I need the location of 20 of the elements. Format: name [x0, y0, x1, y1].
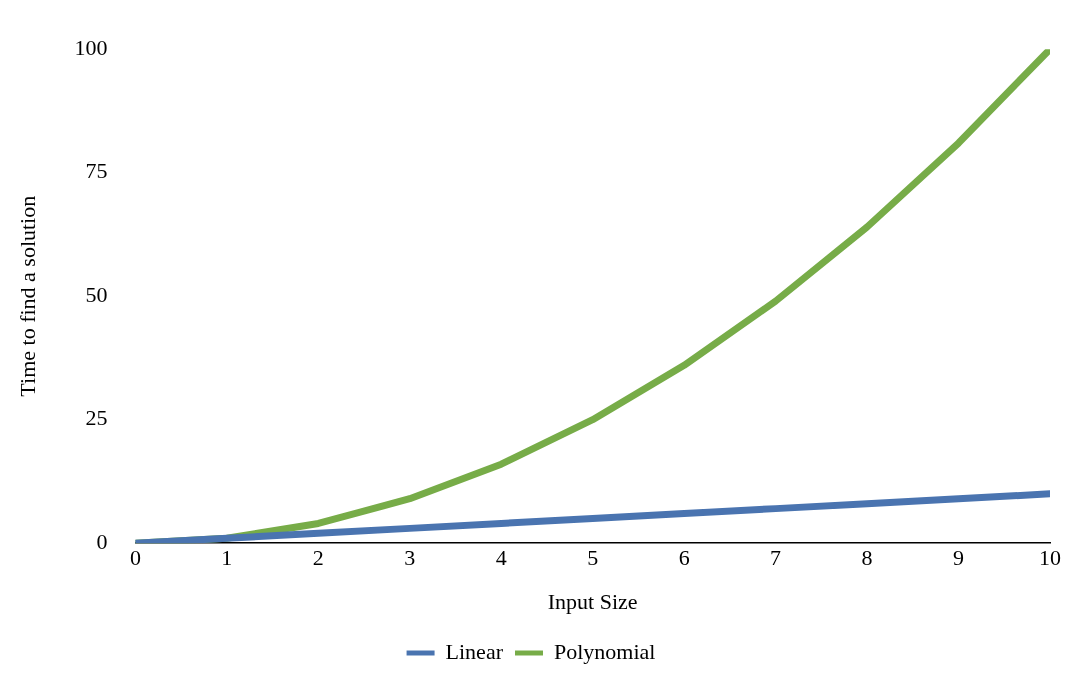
y-tick-label: 100 [74, 34, 108, 60]
x-tick-label: 2 [312, 545, 324, 571]
legend-label: Polynomial [553, 638, 656, 664]
y-tick-label: 25 [85, 405, 108, 431]
x-tick-label: 8 [861, 545, 873, 571]
legend-label: Linear [445, 638, 504, 664]
x-tick-label: 1 [221, 545, 233, 571]
x-tick-label: 3 [404, 545, 416, 571]
y-axis-title: Time to find a solution [14, 195, 40, 397]
x-tick-label: 0 [129, 545, 141, 571]
y-tick-label: 75 [85, 158, 108, 184]
x-tick-label: 7 [770, 545, 782, 571]
x-tick-label: 4 [495, 545, 507, 571]
y-tick-label: 0 [96, 528, 108, 554]
x-tick-label: 9 [953, 545, 965, 571]
x-tick-label: 5 [587, 545, 599, 571]
y-tick-label: 50 [85, 281, 108, 307]
x-tick-label: 6 [678, 545, 690, 571]
x-tick-label: 10 [1039, 545, 1061, 571]
x-axis-title: Input Size [547, 588, 638, 614]
